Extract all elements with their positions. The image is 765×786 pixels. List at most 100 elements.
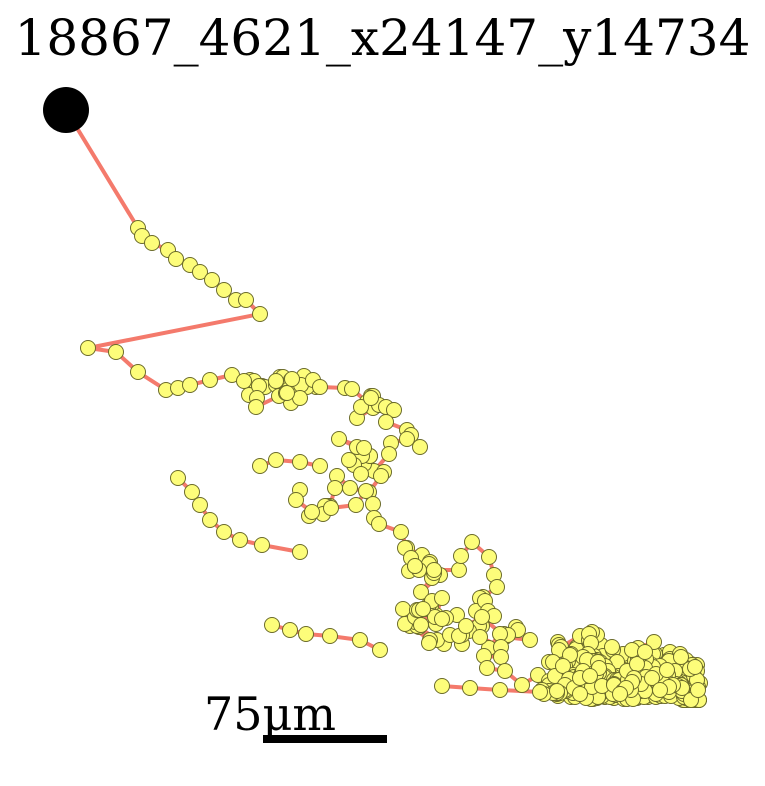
trace-node bbox=[144, 235, 160, 251]
trace-node bbox=[393, 524, 409, 540]
trace-node bbox=[168, 251, 184, 267]
trace-node bbox=[572, 686, 588, 702]
trace-node bbox=[514, 677, 530, 693]
trace-node bbox=[395, 601, 411, 617]
trace-node bbox=[604, 639, 620, 655]
trace-node bbox=[192, 264, 208, 280]
trace-node bbox=[646, 634, 662, 650]
trace-node bbox=[279, 385, 295, 401]
trace-node bbox=[182, 377, 198, 393]
trace-node bbox=[489, 579, 505, 595]
trace-node bbox=[204, 272, 220, 288]
trace-node bbox=[348, 497, 364, 513]
trace-node bbox=[254, 537, 270, 553]
scale-bar-label: 75μm bbox=[204, 687, 337, 741]
trace-node bbox=[312, 379, 328, 395]
trace-node bbox=[232, 532, 248, 548]
trace-node bbox=[659, 662, 675, 678]
trace-node bbox=[434, 590, 450, 606]
trace-node bbox=[426, 562, 442, 578]
trace-node bbox=[532, 684, 548, 700]
trace-node bbox=[216, 524, 232, 540]
trace-node bbox=[304, 504, 320, 520]
trace-node bbox=[378, 414, 394, 430]
trace-segment bbox=[259, 458, 321, 468]
trace-node bbox=[412, 439, 428, 455]
trace-node bbox=[624, 642, 640, 658]
trace-node bbox=[493, 649, 509, 665]
trace-node bbox=[421, 635, 437, 651]
trace-node bbox=[582, 668, 598, 684]
trace-node bbox=[464, 534, 480, 550]
trace-node bbox=[252, 458, 268, 474]
trace-node bbox=[407, 558, 423, 574]
trace-node bbox=[292, 544, 308, 560]
trace-node bbox=[322, 628, 338, 644]
trace-node bbox=[192, 497, 208, 513]
trace-node bbox=[353, 399, 369, 415]
trace-node bbox=[687, 659, 703, 675]
trace-node bbox=[481, 549, 497, 565]
trace-node bbox=[288, 492, 304, 508]
trace-node bbox=[298, 626, 314, 642]
trace-node bbox=[497, 663, 513, 679]
trace-node bbox=[365, 496, 381, 512]
trace-node bbox=[555, 658, 571, 674]
trace-node bbox=[371, 516, 387, 532]
trace-node bbox=[268, 452, 284, 468]
trace-node bbox=[108, 344, 124, 360]
trace-node bbox=[413, 584, 429, 600]
trace-node bbox=[474, 609, 490, 625]
trace-node bbox=[236, 373, 252, 389]
trace-node bbox=[413, 617, 429, 633]
trace-node bbox=[216, 282, 232, 298]
trace-node bbox=[372, 642, 388, 658]
trace-node bbox=[238, 292, 254, 308]
trace-node bbox=[331, 431, 347, 447]
trace-node bbox=[399, 431, 415, 447]
trace-node bbox=[522, 632, 538, 648]
trace-node bbox=[323, 500, 339, 516]
trace-node bbox=[644, 670, 660, 686]
trace-node bbox=[353, 466, 369, 482]
trace-node bbox=[342, 480, 358, 496]
trace-node bbox=[637, 644, 653, 660]
trace-node bbox=[282, 622, 298, 638]
trace-node bbox=[130, 364, 146, 380]
trace-node bbox=[451, 562, 467, 578]
trace-node bbox=[492, 682, 508, 698]
trace-node bbox=[453, 548, 469, 564]
trace-node bbox=[184, 484, 200, 500]
trace-node bbox=[268, 373, 284, 389]
trace-node bbox=[327, 480, 343, 496]
trace-node bbox=[363, 390, 379, 406]
trace-node bbox=[472, 629, 488, 645]
trace-node bbox=[612, 686, 628, 702]
trace-node bbox=[264, 617, 280, 633]
trace-node bbox=[252, 306, 268, 322]
figure-title: 18867_4621_x24147_y14734 bbox=[14, 9, 751, 67]
trace-node bbox=[549, 683, 565, 699]
trace-node bbox=[386, 402, 402, 418]
trace-node bbox=[434, 611, 450, 627]
trace-node bbox=[292, 454, 308, 470]
trace-node bbox=[284, 371, 300, 387]
trace-node bbox=[381, 446, 397, 462]
trace-node bbox=[462, 680, 478, 696]
trace-node bbox=[80, 340, 96, 356]
trace-node bbox=[415, 601, 431, 617]
trace-node bbox=[358, 483, 374, 499]
trace-node bbox=[352, 632, 368, 648]
trace-node bbox=[341, 452, 357, 468]
trace-node bbox=[479, 660, 495, 676]
trace-nodes bbox=[80, 220, 708, 708]
trace-node bbox=[690, 682, 706, 698]
trace-node bbox=[248, 399, 264, 415]
trace-node bbox=[170, 470, 186, 486]
trace-node bbox=[356, 440, 372, 456]
trace-node bbox=[434, 678, 450, 694]
trace-node bbox=[344, 381, 360, 397]
scale-bar bbox=[263, 735, 387, 743]
trace-node bbox=[458, 618, 474, 634]
